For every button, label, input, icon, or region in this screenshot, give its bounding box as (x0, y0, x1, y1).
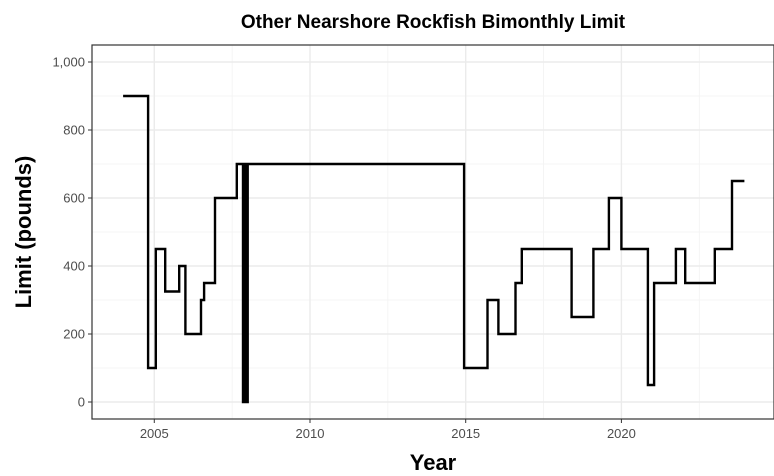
y-tick-label: 400 (63, 259, 85, 274)
grid-major (92, 45, 774, 419)
grid-minor (92, 45, 774, 419)
y-tick-label: 200 (63, 327, 85, 342)
y-tick-label: 600 (63, 191, 85, 206)
x-tick-label: 2010 (296, 426, 325, 441)
x-tick-label: 2020 (607, 426, 636, 441)
x-axis-title: Year (410, 450, 457, 475)
y-tick-label: 1,000 (52, 55, 85, 70)
plot-border (91, 44, 774, 420)
series-layer (123, 94, 745, 404)
x-tick-label: 2005 (140, 426, 169, 441)
x-axis: 2005 2010 2015 2020 (140, 419, 636, 441)
y-axis: 0 200 400 600 800 1,000 (52, 55, 92, 410)
series-line (123, 94, 745, 404)
y-tick-label: 800 (63, 123, 85, 138)
y-axis-title: Limit (pounds) (11, 156, 36, 309)
chart-title: Other Nearshore Rockfish Bimonthly Limit (241, 12, 626, 33)
x-tick-label: 2015 (451, 426, 480, 441)
y-tick-label: 0 (78, 395, 85, 410)
